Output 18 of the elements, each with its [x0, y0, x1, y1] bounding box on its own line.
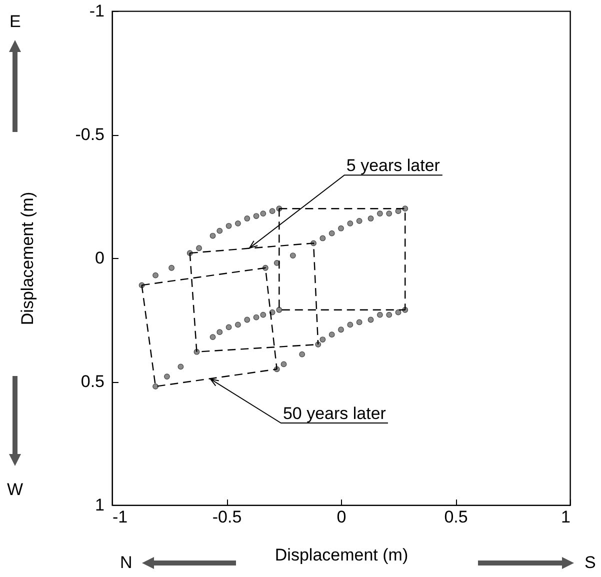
y-tick-label: 0.5: [80, 372, 104, 391]
x-tick-label: -1: [112, 508, 128, 526]
y-tick-label: -0.5: [75, 125, 104, 144]
text: S: [584, 553, 596, 573]
y-tick-label: 1: [95, 496, 104, 514]
y-tick-label: -1: [89, 2, 104, 20]
x-tick-label: 0: [336, 508, 346, 526]
text: E: [10, 12, 21, 32]
x-tick-label: 0.5: [444, 508, 468, 526]
x-axis-title: Displacement (m): [274, 546, 408, 564]
x-tick-label: -0.5: [212, 508, 242, 526]
annotation: 5 years later: [346, 156, 440, 176]
text: W: [7, 480, 24, 500]
y-tick-label: 0: [95, 248, 104, 268]
text: N: [120, 553, 132, 573]
annotation: 50 years later: [282, 404, 386, 424]
x-tick-label: 1: [561, 508, 570, 526]
y-axis-title: Displacement (m): [18, 192, 38, 326]
